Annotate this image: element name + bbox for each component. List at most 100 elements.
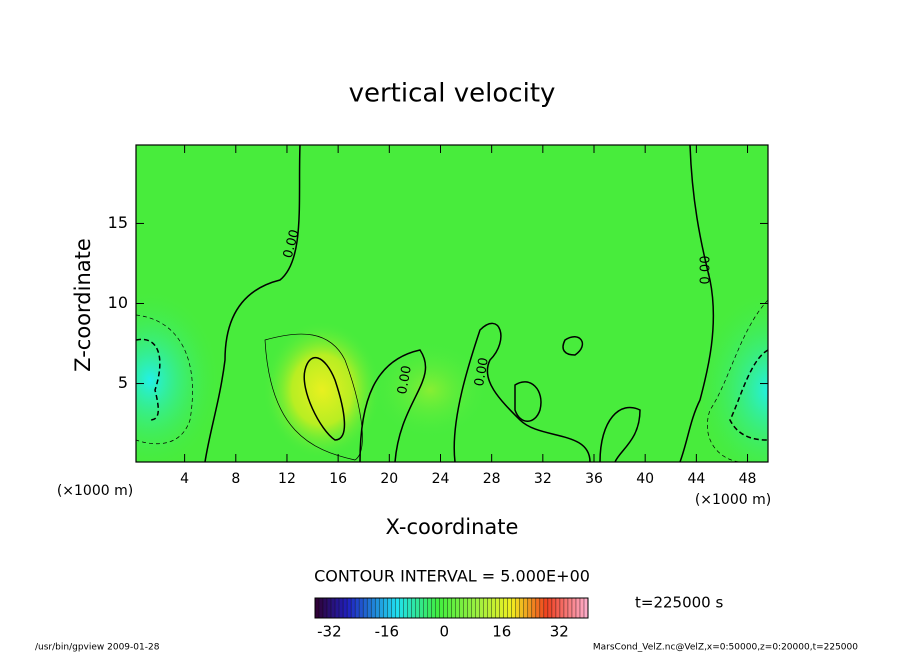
contour-interval: CONTOUR INTERVAL = 5.000E+00 (314, 567, 590, 586)
time-label: t=225000 s (635, 594, 723, 612)
colorbar-cell (359, 598, 364, 618)
colorbar-cell (379, 598, 384, 618)
colorbar-cell (479, 598, 484, 618)
colorbar-cell (539, 598, 544, 618)
colorbar-cell (487, 598, 492, 618)
colorbar-cell (411, 598, 416, 618)
colorbar-cell (327, 598, 332, 618)
colorbar-cell (511, 598, 516, 618)
colorbar-cell (475, 598, 480, 618)
colorbar-tick-label: 0 (440, 623, 450, 641)
x-tick-label: 28 (483, 471, 501, 487)
x-tick-label: 44 (687, 471, 705, 487)
colorbar-cell (343, 598, 348, 618)
colorbar-cell (355, 598, 360, 618)
x-tick-label: 20 (380, 471, 398, 487)
contour-label: 0.00 (472, 356, 492, 387)
colorbar-cell (451, 598, 456, 618)
x-unit-label: (×1000 m) (695, 492, 771, 508)
footer-right: MarsCond_VelZ.nc@VelZ,x=0:50000,z=0:2000… (593, 643, 858, 653)
colorbar-cell (455, 598, 460, 618)
colorbar-cell (351, 598, 356, 618)
colorbar-cell (571, 598, 576, 618)
x-tick-label: 24 (432, 471, 450, 487)
x-axis-label: X-coordinate (386, 515, 519, 539)
colorbar-cell (463, 598, 468, 618)
colorbar-cell (503, 598, 508, 618)
x-tick-label: 48 (739, 471, 757, 487)
contour-label: 0.00 (281, 228, 303, 260)
y-tick-label: 15 (108, 213, 128, 232)
colorbar-cell (563, 598, 568, 618)
colorbar-cell (375, 598, 380, 618)
colorbar-cell (335, 598, 340, 618)
colorbar-cell (443, 598, 448, 618)
colorbar-cell (583, 598, 588, 618)
colorbar-cell (547, 598, 552, 618)
x-tick-label: 12 (278, 471, 296, 487)
colorbar-cell (515, 598, 520, 618)
colorbar-cell (523, 598, 528, 618)
contour-label: 0.00 (395, 364, 415, 395)
x-tick-label: 36 (585, 471, 603, 487)
x-tick-label: 4 (180, 471, 189, 487)
colorbar-cell (407, 598, 412, 618)
colorbar-cell (419, 598, 424, 618)
colorbar-cell (339, 598, 344, 618)
contour-label: 0.00 (699, 256, 714, 285)
colorbar-cell (567, 598, 572, 618)
colorbar-cell (447, 598, 452, 618)
colorbar-cell (363, 598, 368, 618)
colorbar-frame (314, 597, 589, 619)
colorbar-cell (551, 598, 556, 618)
colorbar-cell (555, 598, 560, 618)
colorbar-cell (519, 598, 524, 618)
colorbar-cell (415, 598, 420, 618)
colorbar-cell (399, 598, 404, 618)
colorbar-cell (431, 598, 436, 618)
footer-left: /usr/bin/gpview 2009-01-28 (35, 643, 160, 653)
colorbar-cell (395, 598, 400, 618)
colorbar-cell (491, 598, 496, 618)
y-tick-label: 10 (108, 293, 128, 312)
colorbar-cell (439, 598, 444, 618)
colorbar-cell (527, 598, 532, 618)
colorbar-cell (535, 598, 540, 618)
x-tick-label: 8 (231, 471, 240, 487)
y-axis-label: Z-coordinate (71, 238, 95, 372)
colorbar-cell (467, 598, 472, 618)
colorbar-cell (435, 598, 440, 618)
colorbar-cell (331, 598, 336, 618)
colorbar-cell (367, 598, 372, 618)
colorbar-cell (319, 598, 324, 618)
x-unit-label: (×1000 m) (57, 483, 133, 499)
colorbar-cell (579, 598, 584, 618)
colorbar-cell (323, 598, 328, 618)
colorbar-cell (371, 598, 376, 618)
colorbar-cell (471, 598, 476, 618)
y-tick-label: 5 (118, 373, 128, 392)
colorbar-cell (507, 598, 512, 618)
colorbar-cell (391, 598, 396, 618)
x-tick-label: 40 (636, 471, 654, 487)
colorbar-cell (531, 598, 536, 618)
x-tick-label: 32 (534, 471, 552, 487)
colorbar-cell (347, 598, 352, 618)
chart-title: vertical velocity (349, 79, 556, 109)
colorbar-cell (403, 598, 408, 618)
colorbar-cell (387, 598, 392, 618)
colorbar-cell (423, 598, 428, 618)
colorbar-tick-label: 16 (492, 623, 511, 641)
colorbar-cell (383, 598, 388, 618)
colorbar-cell (495, 598, 500, 618)
colorbar-tick-label: -32 (317, 623, 342, 641)
colorbar-cell (499, 598, 504, 618)
colorbar-cell (459, 598, 464, 618)
colorbar-cell (427, 598, 432, 618)
field (136, 145, 768, 462)
colorbar-cell (483, 598, 488, 618)
colorbar-cell (575, 598, 580, 618)
x-tick-label: 16 (329, 471, 347, 487)
colorbar-tick-label: 32 (550, 623, 569, 641)
